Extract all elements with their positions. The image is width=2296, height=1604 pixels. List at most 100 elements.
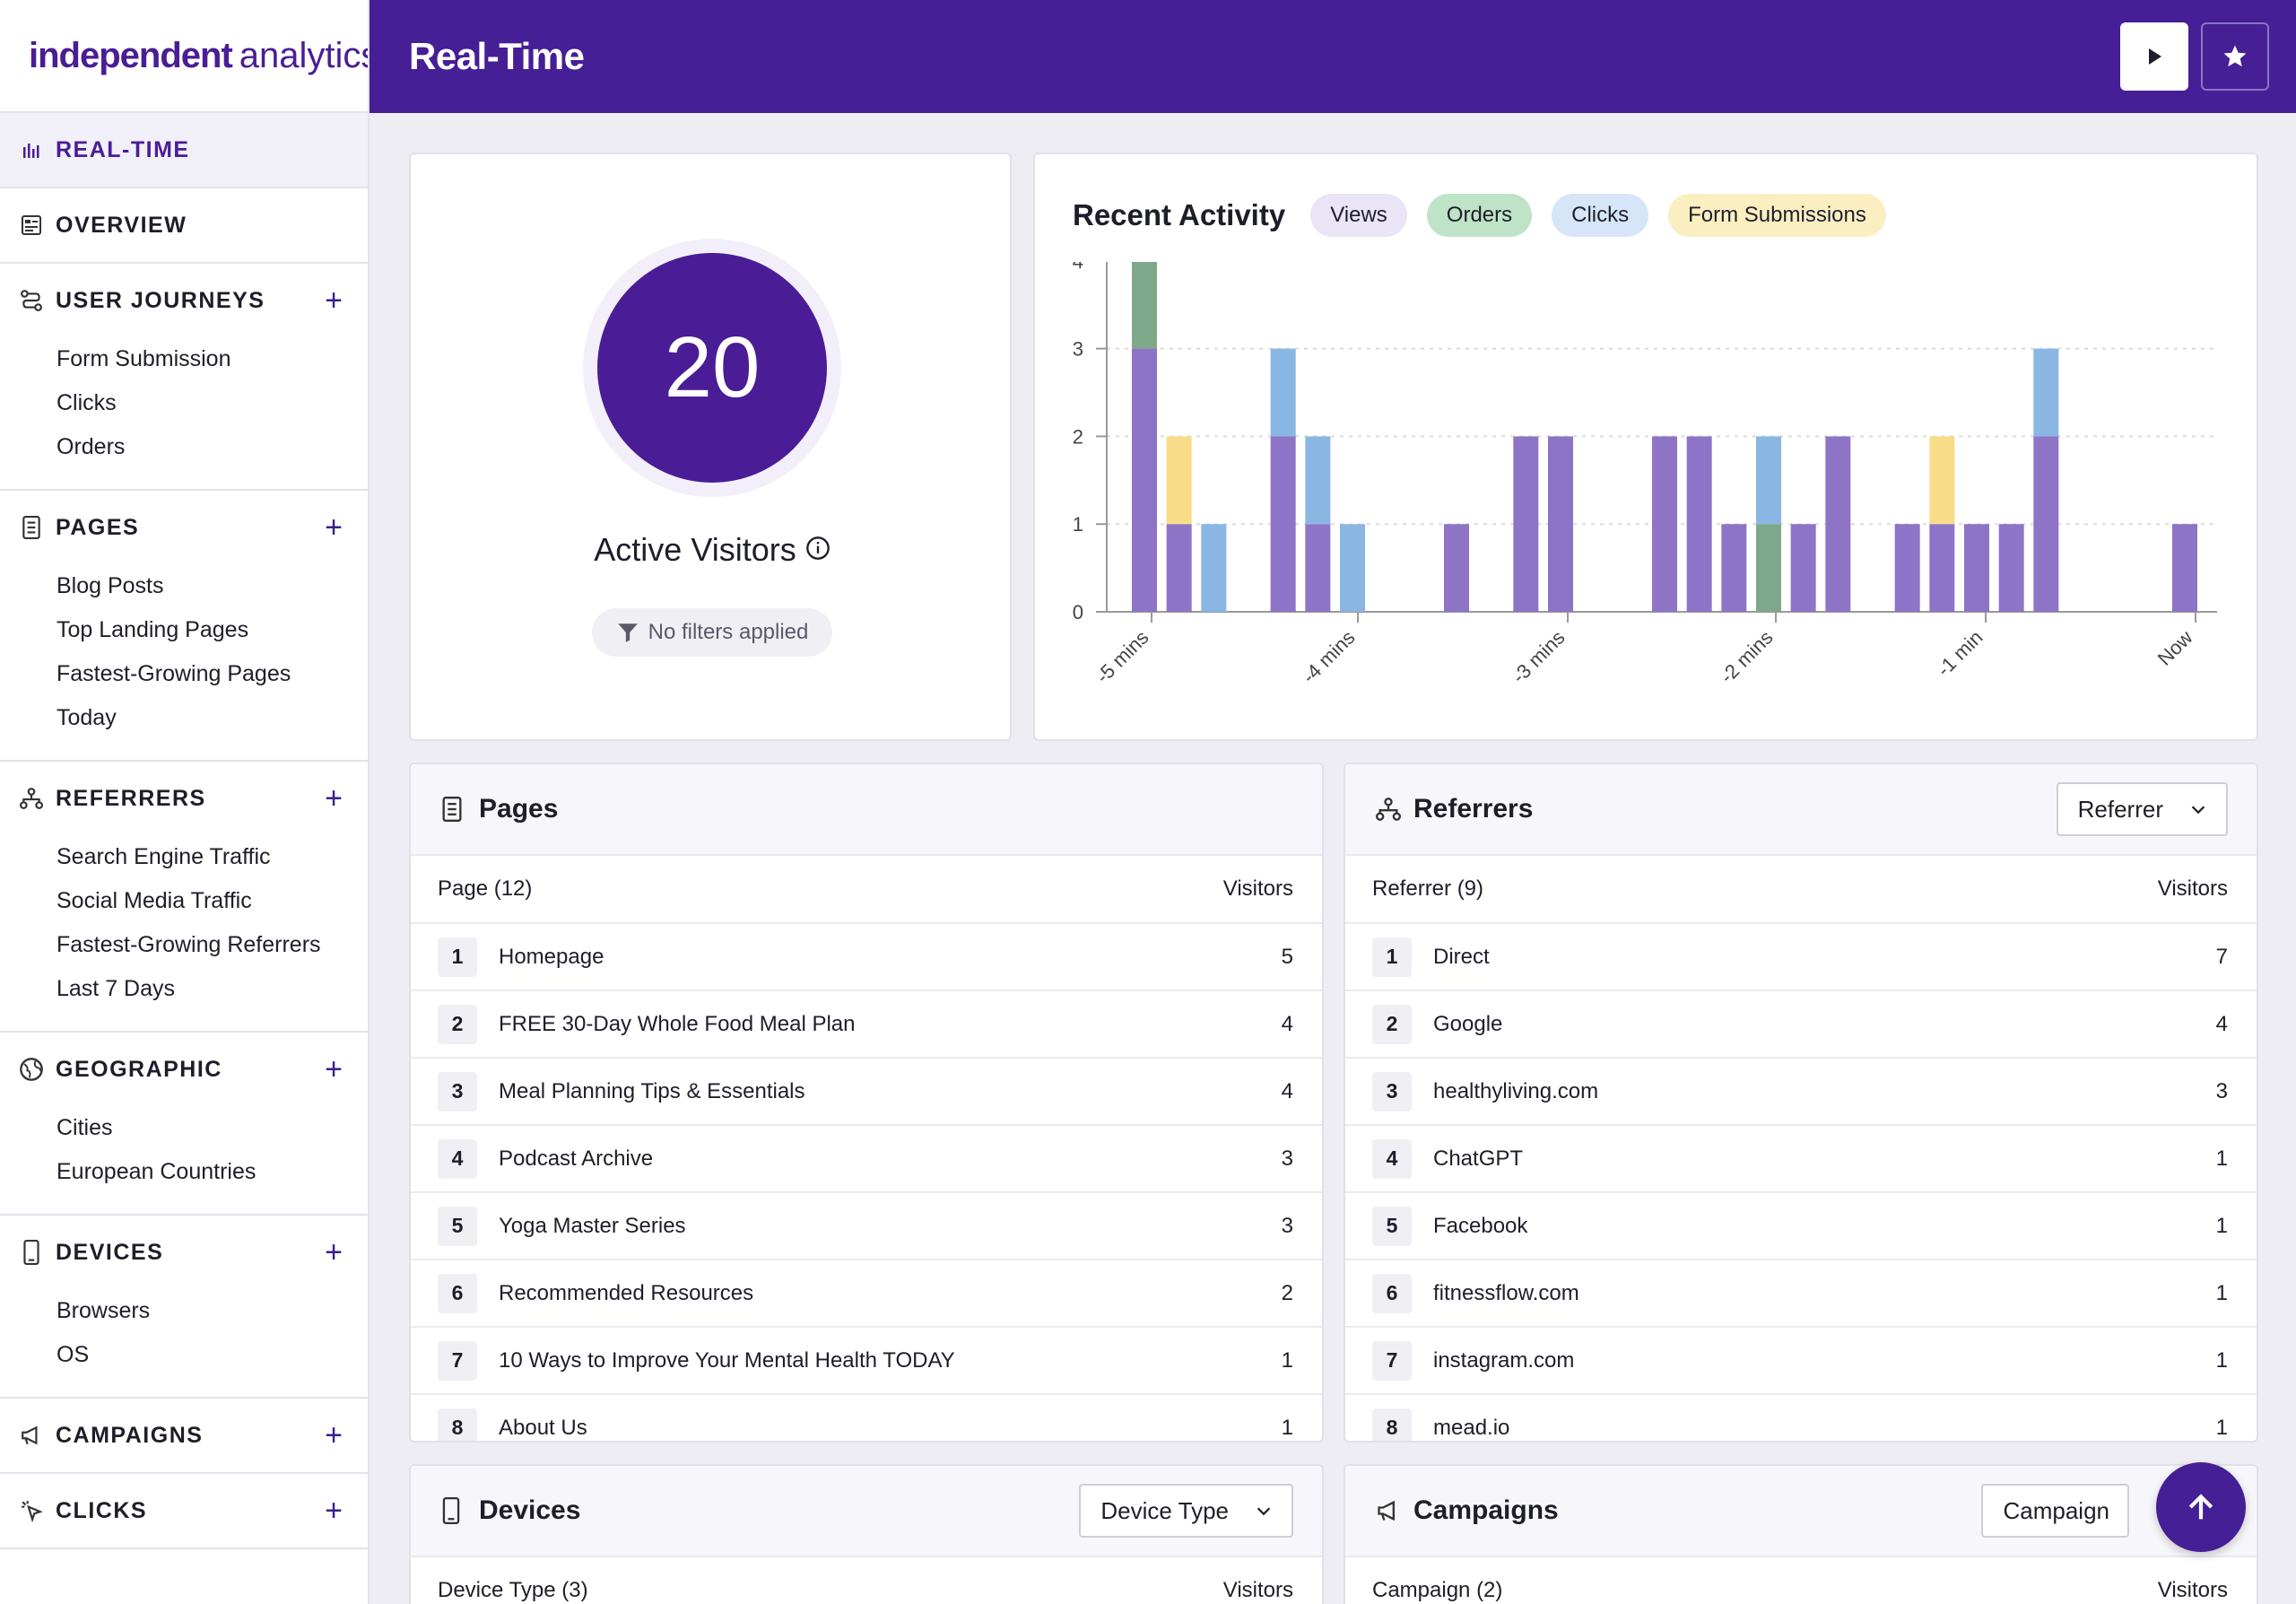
pages-col-page[interactable]: Page (12): [438, 876, 533, 901]
dashboard-icon: [18, 212, 45, 239]
sidebar-item-form-submission[interactable]: Form Submission: [57, 346, 231, 371]
referrer-row[interactable]: 3 healthyliving.com 3: [1345, 1059, 2257, 1126]
sidebar-item-last-7-days[interactable]: Last 7 Days: [57, 976, 176, 1001]
referrer-row[interactable]: 5 Facebook 1: [1345, 1193, 2257, 1260]
nav-overview[interactable]: OVERVIEW: [0, 188, 368, 264]
nav-user-journeys[interactable]: USER JOURNEYS +: [0, 264, 368, 337]
referrer-row[interactable]: 1 Direct 7: [1345, 924, 2257, 991]
sidebar-item-fastest-growing-pages[interactable]: Fastest-Growing Pages: [57, 661, 291, 686]
nav-campaigns[interactable]: CAMPAIGNS +: [0, 1399, 368, 1472]
page-name[interactable]: FREE 30-Day Whole Food Meal Plan: [499, 1011, 856, 1036]
megaphone-icon: [1376, 1496, 1405, 1525]
bar-segment: [1270, 436, 1296, 612]
bar-segment: [1929, 436, 1955, 525]
nav-realtime-label: REAL-TIME: [56, 136, 190, 162]
sidebar-item-cities[interactable]: Cities: [57, 1115, 113, 1140]
page-row[interactable]: 1 Homepage 5: [411, 924, 1322, 991]
devices-col-type[interactable]: Device Type (3): [438, 1578, 588, 1602]
page-row[interactable]: 6 Recommended Resources 2: [411, 1260, 1322, 1328]
page-row[interactable]: 4 Podcast Archive 3: [411, 1126, 1322, 1193]
device-group-select[interactable]: Device Type: [1079, 1484, 1293, 1538]
campaigns-col-visitors[interactable]: Visitors: [2157, 1578, 2228, 1602]
page-name[interactable]: About Us: [499, 1415, 587, 1440]
row-rank: 5: [1372, 1206, 1412, 1246]
sidebar-item-search-engine-traffic[interactable]: Search Engine Traffic: [57, 844, 271, 869]
referrer-name[interactable]: instagram.com: [1433, 1347, 1575, 1373]
sidebar-item-european-countries[interactable]: European Countries: [57, 1159, 257, 1184]
info-icon[interactable]: [805, 531, 831, 569]
play-button[interactable]: [2120, 22, 2188, 91]
add-pages-report-button[interactable]: +: [325, 510, 343, 545]
page-name[interactable]: Yoga Master Series: [499, 1213, 686, 1238]
phone-icon: [18, 1239, 45, 1266]
row-rank: 3: [438, 1071, 477, 1111]
sidebar-item-fastest-growing-referrers[interactable]: Fastest-Growing Referrers: [57, 932, 321, 957]
referrer-name[interactable]: ChatGPT: [1433, 1146, 1524, 1171]
page-name[interactable]: 10 Ways to Improve Your Mental Health TO…: [499, 1347, 955, 1373]
sidebar-item-clicks[interactable]: Clicks: [57, 390, 117, 415]
referrer-name[interactable]: fitnessflow.com: [1433, 1280, 1579, 1305]
referrer-name[interactable]: healthyliving.com: [1433, 1078, 1599, 1103]
page-name[interactable]: Recommended Resources: [499, 1280, 754, 1305]
nav-devices[interactable]: DEVICES +: [0, 1216, 368, 1289]
bar-segment: [1721, 524, 1747, 612]
referrer-group-select[interactable]: Referrer: [2056, 782, 2228, 836]
devices-col-visitors[interactable]: Visitors: [1222, 1578, 1293, 1602]
referrer-row[interactable]: 4 ChatGPT 1: [1345, 1126, 2257, 1193]
favorite-button[interactable]: [2201, 22, 2269, 91]
sidebar-item-browsers[interactable]: Browsers: [57, 1298, 151, 1323]
referrer-row[interactable]: 7 instagram.com 1: [1345, 1328, 2257, 1395]
referrer-row[interactable]: 6 fitnessflow.com 1: [1345, 1260, 2257, 1328]
page-row[interactable]: 2 FREE 30-Day Whole Food Meal Plan 4: [411, 991, 1322, 1059]
referrer-name[interactable]: Google: [1433, 1011, 1503, 1036]
nav-realtime[interactable]: REAL-TIME: [0, 113, 368, 188]
sidebar-item-social-media-traffic[interactable]: Social Media Traffic: [57, 888, 252, 913]
scroll-to-top-button[interactable]: [2156, 1462, 2246, 1552]
referrer-name[interactable]: mead.io: [1433, 1415, 1510, 1440]
referrer-name[interactable]: Facebook: [1433, 1213, 1528, 1238]
legend-form-submissions[interactable]: Form Submissions: [1668, 194, 1886, 237]
page-row[interactable]: 5 Yoga Master Series 3: [411, 1193, 1322, 1260]
campaign-group-select[interactable]: Campaign: [1981, 1484, 2129, 1538]
add-referrers-report-button[interactable]: +: [325, 781, 343, 815]
devices-title: Devices: [479, 1495, 581, 1525]
nav-referrers[interactable]: REFERRERS +: [0, 762, 368, 835]
add-campaigns-report-button[interactable]: +: [325, 1418, 343, 1452]
campaigns-col-campaign[interactable]: Campaign (2): [1372, 1578, 1503, 1602]
sidebar-item-today[interactable]: Today: [57, 705, 117, 730]
page-name[interactable]: Podcast Archive: [499, 1146, 654, 1171]
sidebar-item-top-landing-pages[interactable]: Top Landing Pages: [57, 617, 249, 642]
logo[interactable]: independent analytics: [0, 0, 368, 113]
legend-views[interactable]: Views: [1310, 194, 1407, 237]
sidebar-item-orders[interactable]: Orders: [57, 434, 126, 459]
nav-pages[interactable]: PAGES +: [0, 491, 368, 564]
nav-clicks[interactable]: CLICKS +: [0, 1474, 368, 1547]
legend-clicks[interactable]: Clicks: [1552, 194, 1649, 237]
add-devices-report-button[interactable]: +: [325, 1235, 343, 1269]
referrers-col-referrer[interactable]: Referrer (9): [1372, 876, 1484, 901]
pages-col-visitors[interactable]: Visitors: [1222, 876, 1293, 901]
add-geographic-report-button[interactable]: +: [325, 1052, 343, 1086]
nav-pages-label: PAGES: [56, 514, 140, 540]
referrer-name[interactable]: Direct: [1433, 944, 1490, 969]
add-user-journeys-report-button[interactable]: +: [325, 283, 343, 318]
nav-section-clicks: CLICKS +: [0, 1474, 368, 1549]
referrers-col-visitors[interactable]: Visitors: [2157, 876, 2228, 901]
add-clicks-report-button[interactable]: +: [325, 1494, 343, 1528]
page-name[interactable]: Homepage: [499, 944, 604, 969]
sidebar-item-os[interactable]: OS: [57, 1342, 90, 1367]
referrer-visitors: 7: [2215, 944, 2228, 969]
page-name[interactable]: Meal Planning Tips & Essentials: [499, 1078, 805, 1103]
page-row[interactable]: 7 10 Ways to Improve Your Mental Health T…: [411, 1328, 1322, 1395]
sidebar-item-blog-posts[interactable]: Blog Posts: [57, 573, 164, 598]
legend-orders[interactable]: Orders: [1426, 194, 1533, 237]
referrer-row[interactable]: 2 Google 4: [1345, 991, 2257, 1059]
nav-geographic[interactable]: GEOGRAPHIC +: [0, 1033, 368, 1106]
y-tick-label: 3: [1073, 338, 1083, 361]
referrer-row[interactable]: 8 mead.io 1: [1345, 1395, 2257, 1441]
page-row[interactable]: 3 Meal Planning Tips & Essentials 4: [411, 1059, 1322, 1126]
page-row[interactable]: 8 About Us 1: [411, 1395, 1322, 1441]
megaphone-icon: [18, 1422, 45, 1449]
header: Real-Time: [370, 0, 2296, 113]
filters-pill[interactable]: No filters applied: [592, 608, 832, 657]
